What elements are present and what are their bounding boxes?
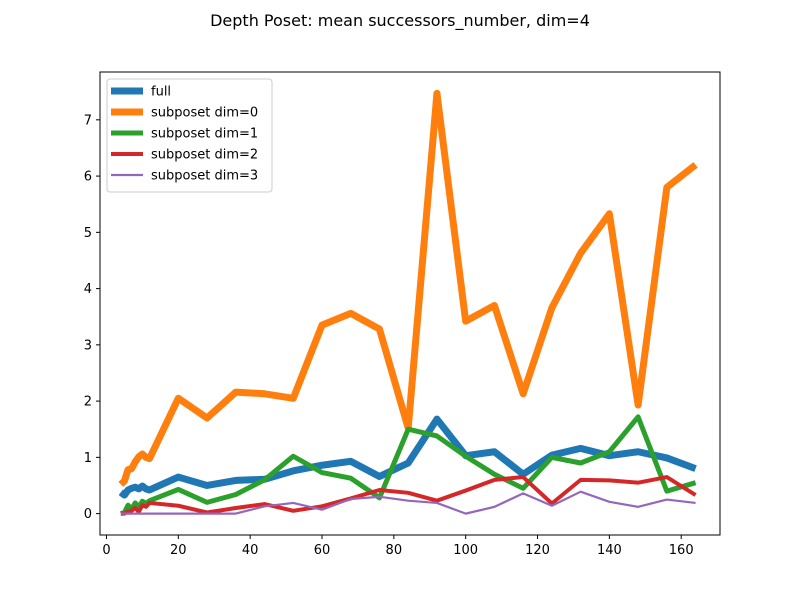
x-tick-label: 20 [170, 543, 187, 558]
legend-label: subposet dim=0 [151, 106, 258, 121]
x-tick-label: 100 [453, 543, 478, 558]
x-axis: 0 20 40 60 80 100 120 140 160 [102, 535, 694, 558]
y-tick-label: 7 [84, 113, 92, 128]
x-tick-label: 60 [314, 543, 331, 558]
y-tick-label: 1 [84, 451, 92, 466]
y-tick-label: 0 [84, 507, 92, 522]
x-tick-label: 120 [525, 543, 550, 558]
x-tick-label: 140 [597, 543, 622, 558]
legend-label: subposet dim=2 [151, 148, 258, 163]
legend-label: full [151, 85, 171, 100]
y-axis: 0 1 2 3 4 5 6 7 [84, 113, 100, 522]
chart-title: Depth Poset: mean successors_number, dim… [210, 11, 590, 31]
legend-label: subposet dim=3 [151, 169, 258, 184]
y-tick-label: 3 [84, 338, 92, 353]
x-tick-label: 80 [386, 543, 403, 558]
y-tick-label: 5 [84, 226, 92, 241]
y-tick-label: 6 [84, 170, 92, 185]
legend-label: subposet dim=1 [151, 127, 258, 142]
x-tick-label: 0 [102, 543, 110, 558]
y-tick-label: 4 [84, 282, 92, 297]
series-line-subposet-dim-0 [118, 89, 698, 487]
legend-box [106, 78, 273, 193]
series-line-subposet-dim-3 [120, 490, 696, 515]
legend: full subposet dim=0 subposet dim=1 subposet… [106, 78, 273, 193]
series-line-subposet-dim-2 [120, 475, 697, 516]
x-tick-label: 160 [669, 543, 694, 558]
y-tick-label: 2 [84, 395, 92, 410]
series-line-subposet-dim-1 [120, 414, 697, 517]
series-layer [118, 89, 698, 517]
axes-frame [99, 71, 721, 536]
x-tick-label: 40 [242, 543, 259, 558]
series-line-full [118, 415, 697, 499]
